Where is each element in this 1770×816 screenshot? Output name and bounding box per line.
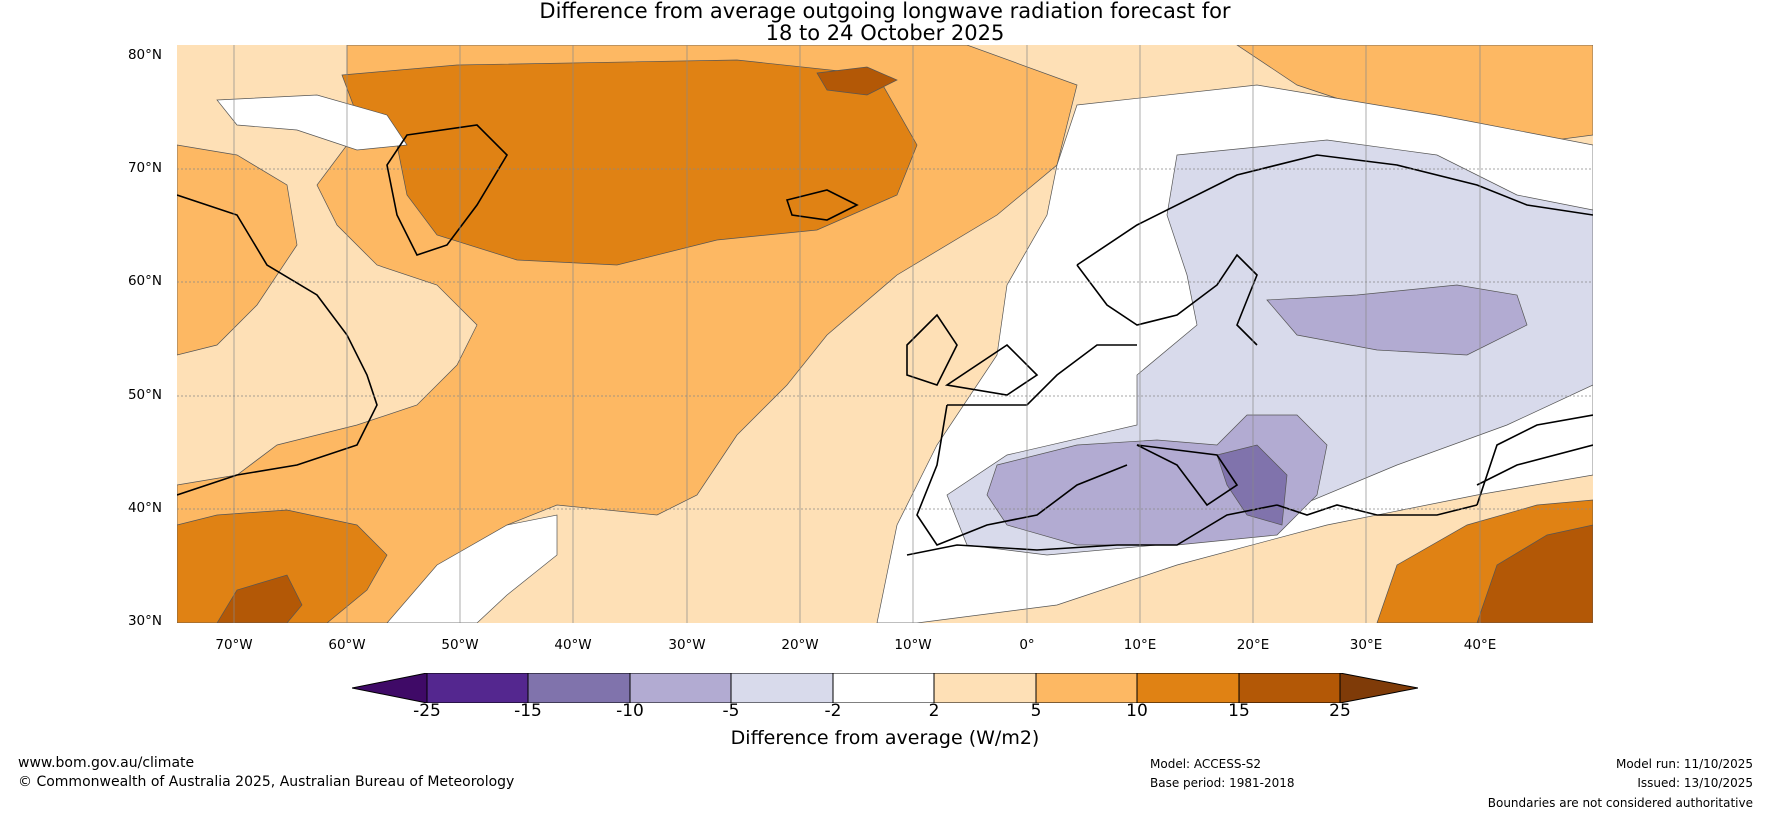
colorbar-tick-10: 10 (1126, 701, 1148, 721)
lat-label-80n: 80°N (127, 47, 162, 63)
colorbar-extend-low (352, 673, 428, 703)
coastlines (177, 124, 1593, 556)
colorbar-tick-5: 5 (1030, 701, 1042, 721)
lat-label-60n: 60°N (127, 273, 162, 289)
model-text: Model: ACCESS-S2 (1150, 757, 1262, 771)
lon-label-40w: 40°W (554, 637, 592, 653)
copyright-text: © Commonwealth of Australia 2025, Austra… (18, 774, 515, 790)
olr-anomaly-map (177, 45, 1593, 623)
anomaly-5-to-10-west (177, 144, 298, 356)
colorbar-extend-high (1339, 673, 1418, 703)
colorbar-tick-minus-15: -15 (514, 701, 542, 721)
anomaly-minus-15-to-minus-10-balkans (1216, 444, 1288, 526)
colorbar-tick-minus-5: -5 (722, 701, 740, 721)
map-title-line-1: Difference from average outgoing longwav… (539, 0, 1231, 23)
colorbar-bin-minus-5-to-minus-2 (730, 673, 834, 703)
lon-label-50w: 50°W (441, 637, 479, 653)
lat-label-30n: 30°N (127, 613, 162, 629)
colorbar-tick-25: 25 (1329, 701, 1351, 721)
lon-label-30w: 30°W (668, 637, 706, 653)
colorbar-bin-minus-2-to-2 (832, 673, 935, 703)
colorbar-tick-minus-25: -25 (413, 701, 441, 721)
colorbar-tick-minus-2: -2 (824, 701, 842, 721)
anomaly-minus-2-to-2-canada (216, 94, 408, 151)
colorbar-bin-minus-15-to-minus-10 (527, 673, 631, 703)
colorbar-tick-15: 15 (1228, 701, 1250, 721)
colorbar-bin-2-to-5 (933, 673, 1037, 703)
graticule (177, 168, 1593, 510)
model-run-text: Model run: 11/10/2025 (1615, 757, 1753, 771)
colorbar-bin-5-to-10 (1035, 673, 1138, 703)
colorbar-tick-minus-10: -10 (616, 701, 644, 721)
meridians (233, 45, 1481, 623)
lon-label-70w: 70°W (215, 637, 253, 653)
colorbar-bin-10-to-15 (1136, 673, 1240, 703)
website-link[interactable]: www.bom.gov.au/climate (18, 755, 195, 771)
anomaly-15-to-25-middle-east (1476, 524, 1593, 623)
disclaimer-text: Boundaries are not considered authoritat… (1487, 796, 1753, 810)
issued-text: Issued: 13/10/2025 (1637, 776, 1753, 790)
lat-label-40n: 40°N (127, 500, 162, 516)
colorbar-bin-minus-10-to-minus-5 (629, 673, 732, 703)
anomaly-10-to-15-southwest (177, 509, 388, 623)
map-title-line-2: 18 to 24 October 2025 (765, 21, 1005, 45)
lat-label-70n: 70°N (127, 160, 162, 176)
colorbar-tick-2: 2 (928, 701, 940, 721)
lon-label-40e: 40°E (1463, 637, 1497, 653)
colorbar-bin-15-to-25 (1238, 673, 1341, 703)
lon-label-10w: 10°W (894, 637, 932, 653)
anomaly-minus-10-to-minus-5-russia (1266, 284, 1528, 356)
anomaly-15-to-25-svalbard (816, 66, 898, 96)
lon-label-20e: 20°E (1236, 637, 1270, 653)
lon-label-0: 0° (1019, 637, 1035, 653)
lat-label-50n: 50°N (127, 387, 162, 403)
anomaly-10-to-15-greenland (341, 59, 918, 266)
lon-label-10e: 10°E (1123, 637, 1157, 653)
colorbar (352, 673, 1418, 703)
lon-label-60w: 60°W (328, 637, 366, 653)
lon-label-30e: 30°E (1349, 637, 1383, 653)
colorbar-label: Difference from average (W/m2) (730, 727, 1040, 749)
lon-label-20w: 20°W (781, 637, 819, 653)
base-period-text: Base period: 1981-2018 (1150, 776, 1295, 790)
colorbar-bin-minus-25-to-minus-15 (426, 673, 529, 703)
anomaly-minus-2-to-2-south (386, 514, 558, 623)
